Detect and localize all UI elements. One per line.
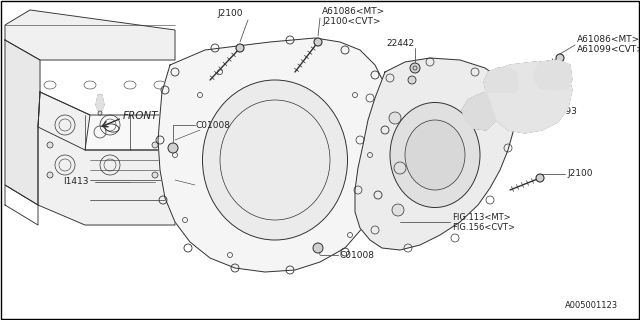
- Text: FRONT: FRONT: [123, 111, 159, 121]
- Circle shape: [236, 44, 244, 52]
- Circle shape: [392, 204, 404, 216]
- Polygon shape: [38, 92, 175, 225]
- Text: A61086<MT>: A61086<MT>: [577, 35, 640, 44]
- Polygon shape: [38, 92, 175, 150]
- Polygon shape: [96, 95, 104, 115]
- Ellipse shape: [405, 120, 465, 190]
- Polygon shape: [484, 68, 518, 92]
- Circle shape: [536, 174, 544, 182]
- Circle shape: [152, 172, 158, 178]
- Circle shape: [389, 112, 401, 124]
- Circle shape: [410, 63, 420, 73]
- Circle shape: [47, 142, 53, 148]
- Polygon shape: [5, 10, 175, 60]
- Text: A005001123: A005001123: [565, 301, 618, 310]
- Polygon shape: [534, 60, 572, 90]
- Circle shape: [313, 243, 323, 253]
- Ellipse shape: [390, 102, 480, 207]
- Polygon shape: [462, 92, 496, 130]
- Circle shape: [152, 142, 158, 148]
- Text: J2100<CVT>: J2100<CVT>: [322, 18, 381, 27]
- Text: I1413: I1413: [63, 178, 88, 187]
- Circle shape: [556, 54, 564, 62]
- Polygon shape: [355, 58, 515, 250]
- Circle shape: [168, 143, 178, 153]
- Text: J2100: J2100: [217, 10, 243, 19]
- Text: C01008: C01008: [196, 121, 231, 130]
- Circle shape: [314, 38, 322, 46]
- Circle shape: [408, 76, 416, 84]
- Text: J2100: J2100: [567, 170, 593, 179]
- Text: FIG.113<MT>: FIG.113<MT>: [452, 212, 511, 221]
- Polygon shape: [5, 40, 40, 205]
- Polygon shape: [486, 62, 572, 133]
- Text: FIG.093: FIG.093: [542, 108, 577, 116]
- Text: A61099<CVT>: A61099<CVT>: [577, 44, 640, 53]
- Text: A61086<MT>: A61086<MT>: [322, 7, 385, 17]
- Text: C01008: C01008: [340, 251, 375, 260]
- Text: 22442: 22442: [386, 38, 414, 47]
- Circle shape: [47, 172, 53, 178]
- Polygon shape: [158, 38, 390, 272]
- Circle shape: [394, 162, 406, 174]
- Text: FIG.156<CVT>: FIG.156<CVT>: [452, 222, 515, 231]
- Ellipse shape: [202, 80, 348, 240]
